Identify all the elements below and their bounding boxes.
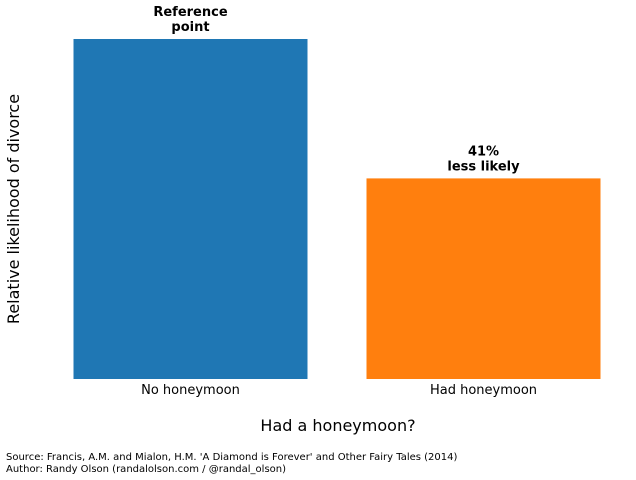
bar-no-honeymoon: [73, 39, 308, 379]
bar-had-honeymoon: [366, 178, 601, 379]
bar-annotation-line: point: [171, 20, 209, 35]
bar-annotation-line: Reference: [153, 5, 227, 20]
source-credits: Source: Francis, A.M. and Mialon, H.M. '…: [6, 452, 457, 476]
x-axis-label: Had a honeymoon?: [260, 416, 415, 435]
bar-annotation-line: 41%: [468, 144, 499, 159]
x-tick-labels: No honeymoon Had honeymoon: [141, 383, 537, 398]
bars-group: [73, 39, 601, 379]
source-text: Source: Francis, A.M. and Mialon, H.M. '…: [6, 452, 458, 463]
x-tick-label: No honeymoon: [141, 383, 240, 398]
author-text: Author: Randy Olson (randalolson.com / @…: [6, 464, 287, 475]
x-tick-label: Had honeymoon: [430, 383, 537, 398]
bar-annotation-line: less likely: [447, 159, 520, 174]
y-axis-label: Relative likelihood of divorce: [4, 94, 23, 324]
